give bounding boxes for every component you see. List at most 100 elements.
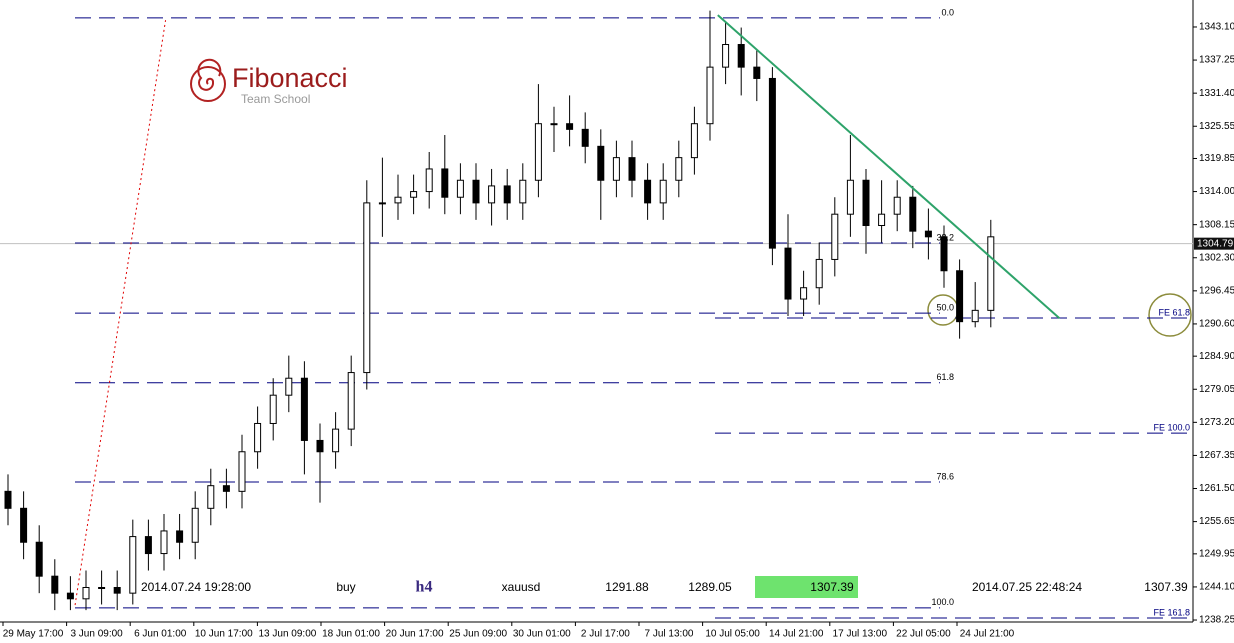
info-highlight bbox=[755, 576, 858, 598]
x-tick-label: 13 Jun 09:00 bbox=[258, 629, 316, 640]
candle-body bbox=[924, 230, 932, 238]
candle-body bbox=[35, 541, 43, 577]
candle-body bbox=[550, 123, 558, 126]
candle-body bbox=[706, 66, 714, 125]
candle-body bbox=[488, 185, 496, 204]
candle-body bbox=[659, 179, 667, 204]
x-tick-label: 10 Jun 17:00 bbox=[195, 629, 253, 640]
y-tick-label: 1284.90 bbox=[1199, 351, 1234, 362]
x-tick-label: 10 Jul 05:00 bbox=[705, 629, 760, 640]
candle-body bbox=[503, 185, 511, 204]
y-tick-label: 1238.25 bbox=[1199, 615, 1234, 626]
y-tick-label: 1302.30 bbox=[1199, 252, 1234, 263]
candle-body bbox=[768, 77, 776, 249]
x-tick-label: 17 Jul 13:00 bbox=[833, 629, 888, 640]
y-tick-label: 1331.40 bbox=[1199, 88, 1234, 99]
candle-body bbox=[831, 213, 839, 260]
y-tick-label: 1249.95 bbox=[1199, 548, 1234, 559]
candle-body bbox=[160, 530, 168, 555]
candle-body bbox=[332, 428, 340, 453]
highlight-circle bbox=[1148, 293, 1192, 337]
candle-body bbox=[909, 196, 917, 232]
logo-title: Fibonacci bbox=[232, 63, 348, 93]
fib-level-label: 0.0 bbox=[941, 7, 954, 17]
candle-body bbox=[815, 258, 823, 289]
y-tick-label: 1255.65 bbox=[1199, 516, 1234, 527]
candle-body bbox=[753, 66, 761, 79]
candle-body bbox=[878, 213, 886, 227]
candle-body bbox=[597, 145, 605, 181]
fe-level-label: FE 161.8 bbox=[1153, 607, 1190, 617]
x-tick-label: 22 Jul 05:00 bbox=[896, 629, 951, 640]
fe-level-label: FE 61.8 bbox=[1158, 307, 1190, 317]
info-text: 2014.07.24 19:28:00 bbox=[141, 580, 251, 594]
candle-body bbox=[113, 586, 121, 594]
y-tick-label: 1290.60 bbox=[1199, 319, 1234, 330]
info-text: 1307.39 bbox=[1144, 580, 1188, 594]
candle-body bbox=[207, 485, 215, 509]
y-tick-label: 1261.50 bbox=[1199, 483, 1234, 494]
candle-body bbox=[893, 196, 901, 215]
candle-body bbox=[176, 530, 184, 543]
y-tick-label: 1325.55 bbox=[1199, 121, 1234, 132]
info-text: 1307.39 bbox=[810, 580, 854, 594]
y-tick-label: 1279.05 bbox=[1199, 384, 1234, 395]
current-price-box bbox=[1194, 237, 1234, 250]
candle-body bbox=[581, 128, 589, 147]
candle-body bbox=[363, 202, 371, 374]
candle-body bbox=[82, 586, 90, 600]
candle-body bbox=[987, 236, 995, 311]
x-tick-label: 24 Jul 21:00 bbox=[960, 629, 1015, 640]
candle-body bbox=[737, 44, 745, 68]
candle-body bbox=[347, 372, 355, 430]
candle-body bbox=[410, 191, 418, 198]
candle-body bbox=[628, 157, 636, 181]
candle-body bbox=[254, 422, 262, 453]
fib-level-label: 78.6 bbox=[936, 471, 954, 481]
candle-body bbox=[862, 179, 870, 227]
candle-body bbox=[534, 123, 542, 181]
x-tick-label: 14 Jul 21:00 bbox=[769, 629, 824, 640]
info-text: 2014.07.25 22:48:24 bbox=[972, 580, 1082, 594]
x-tick-label: 20 Jun 17:00 bbox=[386, 629, 444, 640]
x-tick-label: 30 Jun 01:00 bbox=[513, 629, 571, 640]
candle-body bbox=[675, 157, 683, 181]
candle-body bbox=[51, 575, 59, 594]
fe-level-label: FE 100.0 bbox=[1153, 422, 1190, 432]
x-tick-label: 18 Jun 01:00 bbox=[322, 629, 380, 640]
candle-body bbox=[222, 485, 230, 492]
trendline bbox=[717, 14, 1061, 320]
candle-body bbox=[191, 507, 199, 543]
candle-body bbox=[285, 377, 293, 396]
candle-body bbox=[378, 202, 386, 205]
candle-body bbox=[144, 536, 152, 555]
candle-body bbox=[394, 196, 402, 204]
x-tick-label: 29 May 17:00 bbox=[3, 629, 64, 640]
candle-body bbox=[98, 586, 106, 589]
y-tick-label: 1273.20 bbox=[1199, 417, 1234, 428]
candle-body bbox=[456, 179, 464, 198]
y-tick-label: 1267.35 bbox=[1199, 450, 1234, 461]
candle-body bbox=[566, 123, 574, 130]
fib-level-label: 61.8 bbox=[936, 372, 954, 382]
candle-body bbox=[4, 490, 12, 509]
candle-body bbox=[269, 394, 277, 424]
info-text: buy bbox=[336, 580, 355, 594]
logo-icon bbox=[190, 66, 226, 102]
logo: Fibonacci Team School bbox=[190, 58, 348, 106]
candle-body bbox=[519, 179, 527, 204]
logo-spiral bbox=[197, 58, 222, 91]
candle-body bbox=[20, 507, 28, 543]
candle-body bbox=[940, 236, 948, 272]
candle-body bbox=[300, 377, 308, 441]
info-text: h4 bbox=[416, 579, 433, 596]
fib-anchor-line bbox=[74, 20, 167, 606]
x-tick-label: 6 Jun 01:00 bbox=[134, 629, 187, 640]
candle-body bbox=[846, 179, 854, 215]
candle-body bbox=[316, 439, 324, 453]
candle-body bbox=[800, 287, 808, 300]
y-tick-label: 1308.15 bbox=[1199, 219, 1234, 230]
candle-body bbox=[425, 168, 433, 193]
candle-body bbox=[612, 157, 620, 181]
